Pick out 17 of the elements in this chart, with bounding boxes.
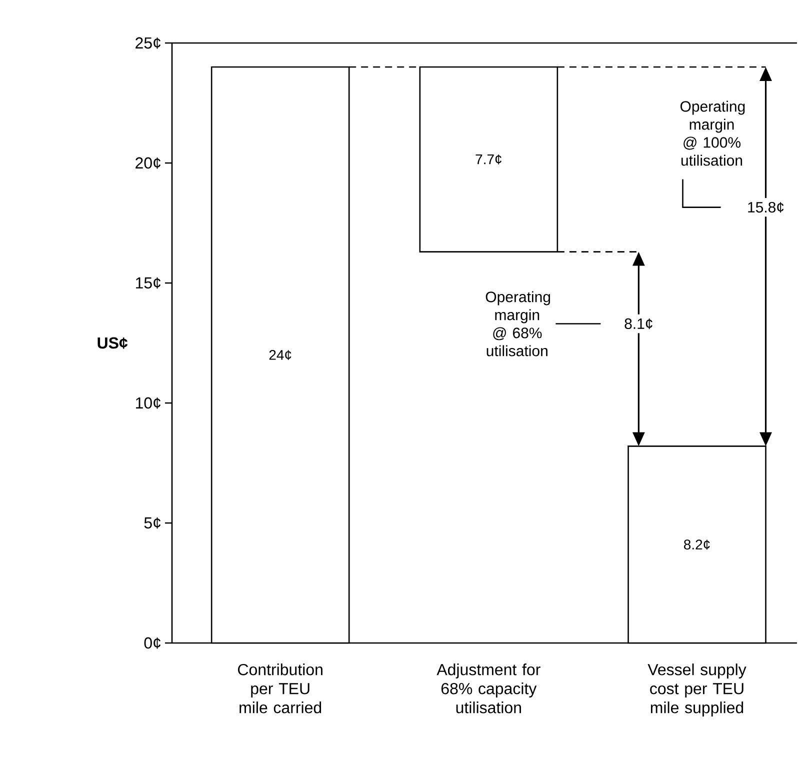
annotation: 15.8¢ xyxy=(748,202,784,213)
y-tick-label: 20¢ xyxy=(136,157,161,169)
data-label: 7.7¢ xyxy=(476,154,502,164)
y-tick-label: 25¢ xyxy=(136,37,161,49)
x-tick-label: Contribution per TEU mile carried xyxy=(238,664,322,714)
y-tick-label: 5¢ xyxy=(144,517,161,529)
y-tick-label: 15¢ xyxy=(136,277,161,289)
data-label: 8.2¢ xyxy=(684,540,710,550)
y-axis-title: US¢ xyxy=(98,337,128,349)
x-tick-label: Vessel supply cost per TEU mile supplied xyxy=(648,664,746,716)
annotation: Operating margin @ 100% utilisation xyxy=(680,100,745,166)
x-tick-label: Adjustment for 68% capacity utilisation xyxy=(436,664,540,714)
annotation: Operating margin @ 68% utilisation xyxy=(486,291,550,356)
y-tick-label: 0¢ xyxy=(144,637,161,649)
data-label: 24¢ xyxy=(269,350,292,360)
annotation: 8.1¢ xyxy=(624,318,652,330)
y-tick-label: 10¢ xyxy=(136,397,161,409)
